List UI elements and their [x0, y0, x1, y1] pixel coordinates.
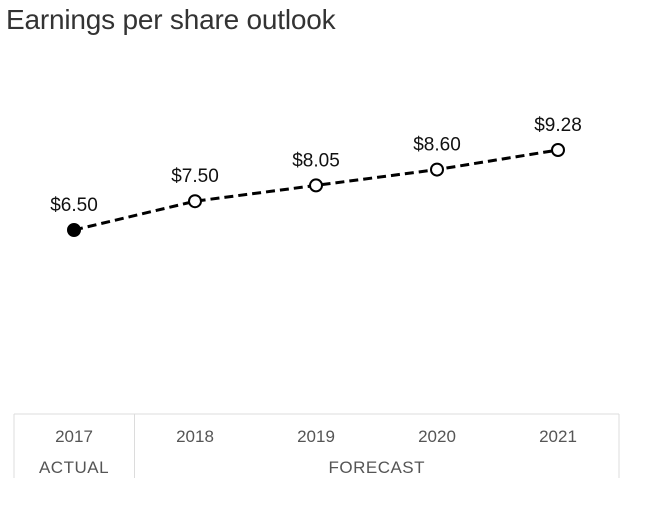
- data-point-2020: [430, 162, 444, 177]
- data-label-2021: $9.28: [534, 115, 582, 136]
- year-label-2020: 2020: [418, 427, 456, 446]
- data-label-2019: $8.05: [292, 150, 340, 171]
- group-label-forecast: FORECAST: [328, 458, 425, 477]
- data-label-2017: $6.50: [50, 195, 98, 216]
- year-label-2021: 2021: [539, 427, 577, 446]
- data-point-2019: [309, 178, 323, 193]
- chart-title: Earnings per share outlook: [6, 4, 336, 35]
- year-label-2018: 2018: [176, 427, 214, 446]
- data-label-2018: $7.50: [171, 166, 219, 187]
- data-point-2018: [188, 194, 202, 209]
- category-axis-table: 2017 2018 2019 2020 2021 ACTUAL FORECAST: [13, 413, 620, 478]
- data-point-2017: [67, 223, 81, 237]
- data-point-2021: [551, 143, 565, 157]
- year-label-2017: 2017: [55, 427, 93, 446]
- plot-area: $6.50 $7.50 $8.05 $8.60 $9.28: [50, 115, 582, 237]
- year-label-2019: 2019: [297, 427, 335, 446]
- data-label-2020: $8.60: [413, 135, 461, 156]
- group-label-actual: ACTUAL: [39, 458, 109, 477]
